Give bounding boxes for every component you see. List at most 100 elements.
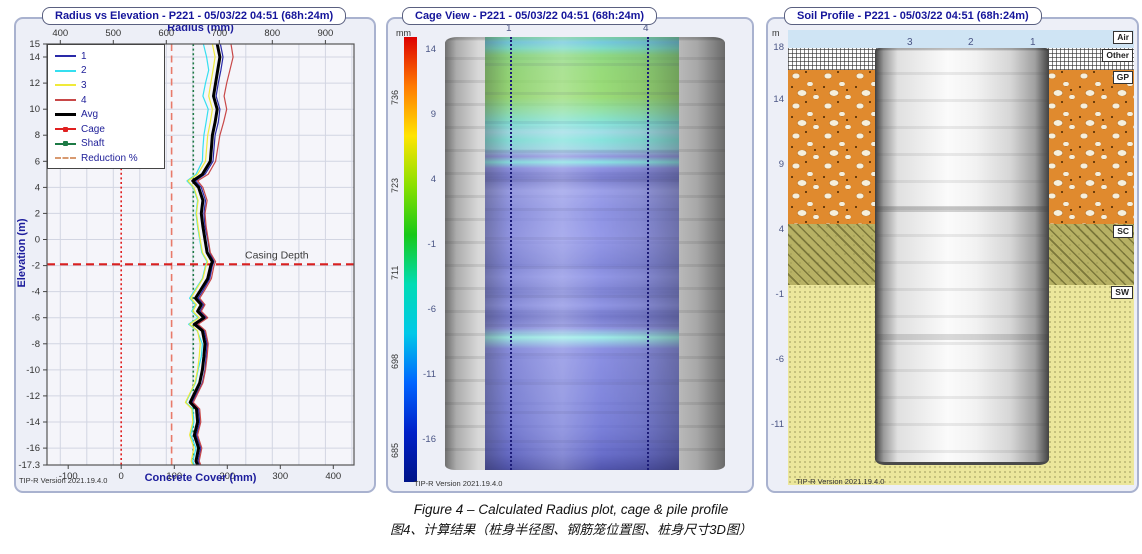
legend-item: 2 <box>55 64 159 79</box>
soil-layer-air <box>788 30 1134 49</box>
cage-elevation-label: -1 <box>427 239 436 250</box>
casing-depth-label: Casing Depth <box>245 249 309 261</box>
version-label: TIP-R Version 2021.19.4.0 <box>414 479 503 488</box>
cage-wire-label: 4 <box>643 23 649 34</box>
cage-elevation-label: -6 <box>427 304 436 315</box>
legend-item: 1 <box>55 49 159 64</box>
soil-elevation-label: 9 <box>778 159 784 171</box>
legend-label: Avg <box>81 109 99 121</box>
elevation-tick-label: -6 <box>32 313 40 324</box>
figure-caption: Figure 4 – Calculated Radius plot, cage … <box>0 502 1142 538</box>
elevation-tick-label: 4 <box>35 182 40 193</box>
soil-plot-area: Air Other GP SC SW 3 2 1 <box>788 30 1134 485</box>
radius-tick-label: 500 <box>105 28 121 39</box>
radius-tick-label: 800 <box>264 28 280 39</box>
soil-elevation-label: 18 <box>773 42 784 54</box>
cover-axis-title: Concrete Cover (mm) <box>144 472 257 484</box>
elevation-tick-label: 10 <box>29 104 40 115</box>
elevation-tick-label: -10 <box>26 365 40 376</box>
soil-label-other: Other <box>1102 49 1133 63</box>
legend-label: 4 <box>81 94 87 106</box>
colorbar-tick-label: 736 <box>390 89 400 105</box>
series-4 <box>192 43 234 466</box>
cage-elevation-label: 4 <box>430 174 436 185</box>
panel-soil-profile: Soil Profile - P221 - 05/03/22 04:51 (68… <box>766 7 1139 493</box>
caption-chinese: 图4、计算结果（桩身半径图、钢筋笼位置图、桩身尺寸3D图） <box>390 522 752 537</box>
elevation-tick-label: 15 <box>29 39 40 50</box>
radius-colorbar <box>404 37 417 482</box>
colorbar-tick-label: 698 <box>390 353 400 369</box>
cover-tick-label: -100 <box>59 471 78 482</box>
cover-tick-label: 300 <box>272 471 288 482</box>
legend-swatch <box>55 69 76 72</box>
legend-swatch <box>55 112 76 117</box>
soil-label-gp: GP <box>1112 71 1133 85</box>
legend-label: Cage <box>81 123 105 135</box>
radius-axis-title: Radius (mm) <box>167 22 234 34</box>
legend-swatch <box>55 99 76 102</box>
elevation-tick-label: 0 <box>35 235 40 246</box>
soil-elevation-label: -6 <box>775 354 784 366</box>
cage-plot-area: mm 736 723 711 698 685 14 9 4 -1 -6 -11 -16 TIP-R … <box>388 19 752 491</box>
radius-tick-label: 600 <box>158 28 174 39</box>
cage-wire-label: 1 <box>506 23 512 34</box>
legend-label: Shaft <box>81 138 105 150</box>
legend-item: Shaft <box>55 137 159 152</box>
legend-item: 4 <box>55 93 159 108</box>
soil-elevation-label: 14 <box>773 94 784 106</box>
legend-item: Reduction % <box>55 151 159 166</box>
soil-unit-label: m <box>772 28 780 38</box>
soil-wire-label: 2 <box>968 37 974 48</box>
panel-radius-vs-elevation: Radius vs Elevation - P221 - 05/03/22 04… <box>14 7 376 493</box>
legend-swatch <box>55 55 76 58</box>
panel-cage-title: Cage View - P221 - 05/03/22 04:51 (68h:2… <box>402 7 658 25</box>
cage-wire-line <box>647 37 649 470</box>
soil-elevation-label: 4 <box>778 224 784 236</box>
elevation-axis-title: Elevation (m) <box>16 218 28 288</box>
elevation-tick-label: 12 <box>29 78 40 89</box>
cage-wire-line <box>510 37 512 470</box>
cage-radius-heatmap <box>485 37 679 470</box>
elevation-tick-label: 2 <box>35 208 40 219</box>
radius-tick-label: 400 <box>52 28 68 39</box>
legend-swatch <box>55 84 76 87</box>
cover-tick-label: 0 <box>119 471 124 482</box>
cage-elevation-label: -11 <box>422 369 436 380</box>
radius-tick-label: 700 <box>211 28 227 39</box>
caption-english: Figure 4 – Calculated Radius plot, cage … <box>413 502 729 517</box>
elevation-tick-label: 14 <box>29 52 40 63</box>
legend-swatch <box>55 141 76 147</box>
version-label: TIP-R Version 2021.19.4.0 <box>19 476 108 485</box>
colorbar-unit-label: mm <box>396 28 411 38</box>
series-1 <box>191 43 224 466</box>
version-label: TIP-R Version 2021.19.4.0 <box>796 477 885 486</box>
soil-label-sc: SC <box>1113 224 1133 238</box>
cage-elevation-label: -16 <box>422 434 436 445</box>
elevation-tick-label: -4 <box>32 287 40 298</box>
soil-wire-label: 1 <box>1030 37 1036 48</box>
elevation-tick-label: 6 <box>35 156 40 167</box>
panel-cage-view: Cage View - P221 - 05/03/22 04:51 (68h:2… <box>386 7 754 493</box>
panel-soil-title: Soil Profile - P221 - 05/03/22 04:51 (68… <box>784 7 1042 25</box>
elevation-tick-label: -2 <box>32 261 40 272</box>
legend-label: 1 <box>81 50 87 62</box>
soil-wire-label: 3 <box>907 37 913 48</box>
colorbar-tick-label: 711 <box>390 266 400 281</box>
elevation-tick-label: -14 <box>26 417 40 428</box>
cover-tick-label: 400 <box>325 471 341 482</box>
series-Avg <box>188 43 222 466</box>
cover-tick-label: 100 <box>166 471 182 482</box>
colorbar-tick-label: 723 <box>390 177 400 193</box>
soil-elevation-label: -1 <box>775 289 784 301</box>
soil-label-sw: SW <box>1111 285 1133 299</box>
elevation-tick-label: -16 <box>26 443 40 454</box>
soil-elevation-label: -11 <box>770 419 784 431</box>
panel-radius-title: Radius vs Elevation - P221 - 05/03/22 04… <box>42 7 347 25</box>
elevation-tick-label: -12 <box>26 391 40 402</box>
series-3 <box>184 43 216 466</box>
elevation-tick-label: -17.3 <box>18 460 40 471</box>
legend-item: Cage <box>55 122 159 137</box>
radius-tick-label: 900 <box>317 28 333 39</box>
legend-item: 3 <box>55 78 159 93</box>
legend-label: Reduction % <box>81 152 138 164</box>
